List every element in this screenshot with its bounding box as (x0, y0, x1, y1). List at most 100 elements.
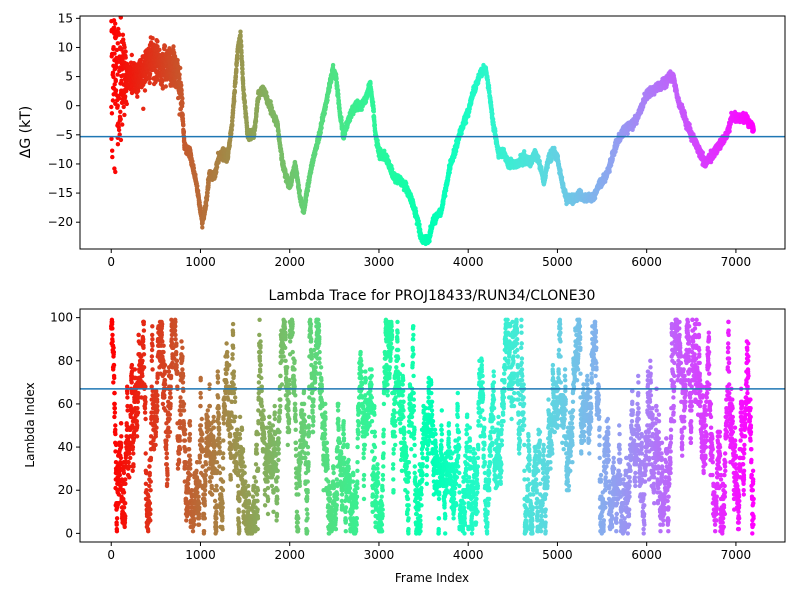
delta-g-point (238, 34, 243, 39)
delta-g-point (238, 39, 244, 44)
delta-g-point (242, 99, 247, 104)
delta-g-point (305, 188, 311, 193)
delta-g-point (463, 120, 469, 126)
delta-g-point (114, 47, 120, 53)
delta-g-point (234, 67, 239, 72)
delta-g-point (172, 50, 177, 55)
delta-g-point (214, 169, 219, 175)
delta-g-point (118, 137, 124, 143)
delta-g-point (118, 16, 123, 20)
delta-g-point (147, 71, 153, 77)
delta-g-point (390, 166, 395, 172)
delta-g-point (110, 98, 116, 103)
delta-g-point (121, 104, 126, 110)
delta-g-point (122, 112, 127, 118)
delta-g-point (242, 93, 247, 98)
delta-g-point (404, 181, 409, 186)
delta-g-points (109, 16, 756, 247)
delta-g-point (205, 194, 210, 199)
delta-g-point (123, 94, 128, 99)
delta-g-point (238, 29, 243, 34)
delta-g-point (115, 103, 120, 108)
delta-g-point (155, 39, 160, 44)
delta-g-point (118, 117, 123, 122)
delta-g-point (177, 76, 182, 81)
delta-g-point (114, 60, 120, 65)
delta-g-point (180, 96, 185, 101)
delta-g-point (112, 51, 117, 56)
delta-g-point (118, 109, 123, 115)
delta-g-point (115, 142, 121, 147)
delta-g-point (110, 70, 116, 75)
delta-g-point (113, 169, 118, 175)
delta-g-point (123, 55, 128, 60)
delta-g-point (147, 80, 152, 86)
delta-g-point (110, 154, 115, 160)
delta-g-point (204, 203, 209, 208)
delta-g-point (230, 123, 235, 128)
delta-g-point (117, 96, 122, 101)
delta-g-point (239, 53, 244, 59)
delta-g-point (119, 78, 124, 83)
delta-g-point (129, 52, 134, 58)
delta-g-point (453, 149, 459, 154)
delta-g-point (120, 32, 126, 37)
delta-g-point (122, 45, 127, 50)
delta-g-point (113, 65, 119, 71)
delta-g-point (490, 111, 495, 117)
delta-g-point (157, 47, 162, 52)
delta-g-point (179, 83, 184, 88)
delta-g-point (116, 127, 122, 133)
delta-g-point (110, 148, 115, 153)
delta-g-point (142, 88, 148, 93)
delta-g-point (190, 159, 195, 164)
delta-g-point (443, 193, 448, 199)
delta-g-point (117, 132, 122, 137)
delta-g-point (113, 88, 119, 93)
delta-g-point (135, 94, 140, 99)
delta-g-point (111, 18, 117, 23)
delta-g-point (205, 190, 210, 196)
delta-g-point (338, 110, 343, 116)
delta-g-point (330, 62, 336, 68)
delta-g-point (124, 101, 129, 107)
delta-g-point (200, 225, 205, 230)
delta-g-point (193, 172, 198, 177)
delta-g-point (121, 37, 126, 42)
delta-g-point (254, 114, 259, 119)
delta-g-point (180, 101, 185, 106)
delta-g-point (319, 125, 324, 131)
delta-g-point (181, 123, 186, 128)
delta-g-point (417, 222, 422, 227)
delta-g-point (136, 88, 141, 94)
delta-g-point (233, 74, 239, 80)
delta-g-point (171, 44, 176, 49)
delta-g-point (160, 51, 165, 57)
delta-g-point (159, 79, 165, 85)
delta-g-point (179, 88, 184, 93)
delta-g-point (124, 61, 130, 67)
delta-g-point (113, 21, 118, 26)
delta-g-point (162, 44, 168, 49)
delta-g-panel: 0 1000 2000 3000 4000 5000 6000 7000 −20−15−10−… (18, 11, 786, 269)
delta-g-point (123, 49, 128, 54)
delta-g-point (253, 119, 259, 124)
delta-g-point (240, 62, 245, 68)
delta-g-point (117, 32, 122, 37)
delta-g-point (195, 183, 200, 189)
delta-g-point (111, 45, 116, 50)
delta-g-point (240, 66, 245, 72)
delta-g-point (181, 129, 187, 134)
delta-g-point (113, 78, 119, 84)
delta-g-point (232, 99, 237, 104)
delta-g-point (155, 44, 160, 49)
delta-g-point (191, 165, 196, 171)
delta-g-point (112, 166, 117, 171)
delta-g-point (427, 239, 432, 244)
delta-g-point (304, 192, 309, 198)
delta-g-point (229, 127, 234, 133)
delta-g-point (141, 106, 146, 112)
delta-g-point (150, 36, 155, 41)
delta-g-point (138, 57, 144, 63)
